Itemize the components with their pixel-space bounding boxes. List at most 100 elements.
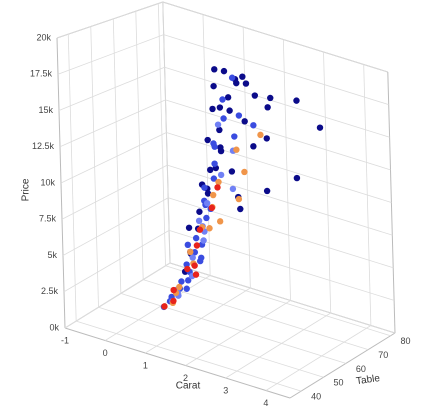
data-point — [196, 257, 204, 265]
data-point — [226, 107, 233, 114]
z-tick-label: 15k — [38, 105, 53, 115]
y-tick-label: 40 — [311, 391, 321, 401]
data-point — [267, 94, 274, 102]
data-point — [257, 131, 264, 139]
grid-line — [168, 229, 395, 301]
grid-line — [167, 164, 393, 236]
data-point — [170, 297, 177, 305]
grid-line — [168, 197, 394, 269]
data-point — [209, 191, 217, 199]
grid-line — [165, 99, 391, 171]
data-point — [220, 115, 227, 122]
data-point — [185, 224, 193, 231]
data-point — [185, 277, 192, 284]
z-tick-label: 5k — [47, 250, 57, 260]
x-tick-label: 0 — [103, 348, 108, 358]
data-point — [228, 74, 236, 81]
data-point — [264, 104, 271, 111]
data-point — [217, 147, 225, 155]
grid-line — [164, 66, 390, 138]
grid-line — [166, 132, 392, 203]
data-point — [170, 286, 177, 294]
grid-line — [56, 1, 163, 39]
data-point — [237, 205, 244, 213]
grid-line — [98, 306, 324, 378]
data-point — [204, 136, 211, 144]
data-point — [203, 214, 210, 222]
data-point — [216, 104, 224, 111]
data-point — [210, 82, 217, 90]
data-point — [195, 217, 203, 225]
data-point — [316, 124, 324, 131]
box-edge — [64, 327, 291, 399]
z-tick-label: 0k — [49, 322, 59, 332]
data-point — [241, 118, 248, 125]
box-edge — [289, 332, 396, 399]
data-point — [161, 303, 168, 310]
x-tick-label: -1 — [61, 335, 69, 345]
z-axis-title: Price — [21, 178, 32, 201]
grid-line — [104, 275, 211, 341]
data-point — [189, 254, 196, 261]
grid-line — [225, 312, 331, 379]
x-tick-label: 1 — [143, 360, 148, 370]
data-point — [201, 184, 208, 191]
x-tick-label: 2 — [183, 373, 188, 383]
data-point — [220, 67, 228, 75]
data-point — [242, 80, 250, 87]
y-tick-label: 70 — [378, 350, 388, 360]
data-point — [263, 187, 271, 195]
y-axis-title: Table — [355, 373, 381, 387]
y-tick-label: 80 — [401, 336, 411, 346]
data-point — [215, 178, 222, 186]
data-point — [229, 185, 237, 193]
grid-line — [265, 325, 372, 391]
z-tick-label: 7.5k — [39, 214, 57, 224]
data-point — [293, 174, 301, 182]
y-tick-label: 60 — [356, 364, 366, 374]
grid-line — [58, 66, 165, 111]
data-point — [211, 66, 218, 73]
data-point — [233, 146, 240, 153]
data-point — [235, 195, 243, 203]
data-point — [200, 237, 207, 244]
grid-line — [59, 99, 166, 148]
data-point — [193, 242, 201, 249]
data-point — [204, 190, 212, 197]
data-point — [250, 122, 257, 129]
grid-line — [63, 230, 170, 293]
grid-line — [62, 197, 169, 256]
grid-line — [60, 132, 167, 184]
x-tick-label: 4 — [263, 398, 268, 407]
data-point — [191, 249, 199, 256]
data-point — [211, 143, 218, 150]
data-point — [216, 126, 223, 134]
data-point — [209, 105, 216, 113]
data-point — [210, 175, 218, 182]
data-point — [293, 97, 300, 104]
data-point — [211, 160, 218, 167]
z-tick-label: 20k — [36, 32, 51, 42]
grid-line — [61, 164, 168, 220]
data-point — [184, 265, 191, 273]
grid-line — [169, 262, 396, 334]
data-point — [216, 218, 224, 225]
x-axis-title: Carat — [176, 381, 201, 392]
data-point — [231, 133, 238, 140]
data-point — [206, 225, 213, 232]
data-point — [203, 199, 211, 207]
z-tick-label: 12.5k — [32, 141, 55, 151]
data-point — [207, 166, 214, 174]
grid-line — [162, 1, 388, 73]
data-point — [187, 248, 194, 256]
data-point — [239, 73, 246, 80]
data-point — [219, 96, 226, 103]
data-point — [228, 168, 236, 175]
grid-line — [185, 300, 291, 366]
data-point — [251, 92, 259, 99]
data-point — [224, 94, 232, 101]
z-tick-label: 2.5k — [41, 286, 59, 296]
data-point — [196, 226, 204, 233]
data-point — [192, 234, 200, 242]
